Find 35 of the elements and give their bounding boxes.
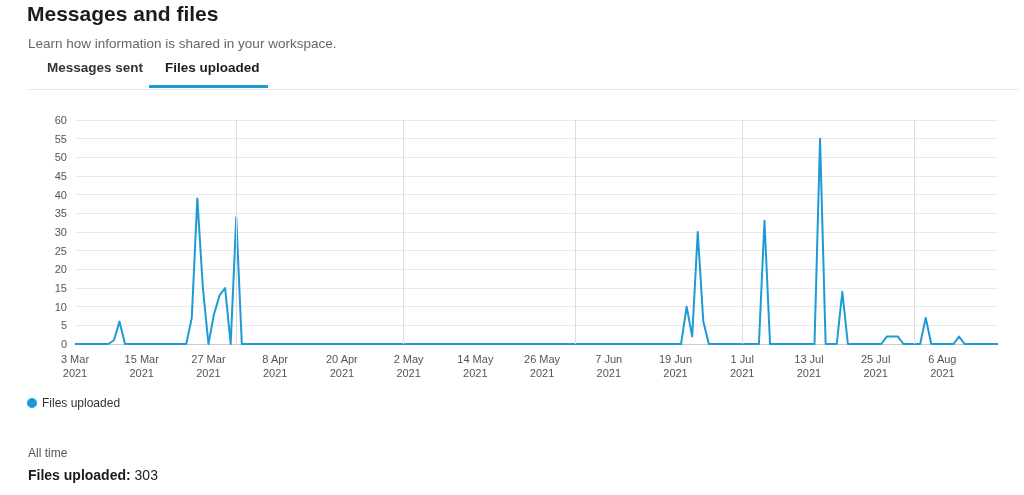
text: Files uploaded (165, 60, 260, 75)
chart-subtitle: Learn how information is shared in your workspace. (28, 36, 337, 51)
text: Files uploaded: 303 (28, 467, 158, 483)
y-tick-label: 60 (54, 114, 67, 126)
x-tick-label: 1 Jul 2021 (729, 353, 755, 379)
x-tick-label: 13 Jul 2021 (794, 353, 824, 379)
text: All time (28, 446, 68, 460)
x-tick-label: 26 May 2021 (524, 353, 561, 379)
x-tick-label: 19 Jun 2021 (658, 353, 693, 379)
y-tick-label: 45 (54, 170, 67, 182)
y-tick-label: 50 (54, 151, 67, 164)
y-tick-label: 15 (54, 282, 67, 294)
line-series (74, 137, 999, 345)
x-tick-label: 25 Jul 2021 (860, 353, 891, 379)
x-tick-label: 3 Mar 2021 (60, 353, 90, 379)
x-tick-label: 2 May 2021 (393, 353, 425, 379)
y-tick-label: 10 (54, 300, 67, 313)
y-tick-label: 30 (54, 226, 67, 238)
x-tick-label: 14 May 2021 (457, 353, 494, 379)
y-tick-label: 35 (54, 207, 67, 220)
x-tick-label: 6 Aug 2021 (928, 353, 957, 379)
y-tick-label: 0 (60, 338, 67, 350)
x-tick-label: 7 Jun 2021 (595, 353, 623, 379)
chart-title: Messages and files (27, 2, 219, 26)
y-tick-label: 25 (54, 244, 67, 257)
x-tick-label: 8 Apr 2021 (262, 353, 289, 379)
x-tick-label: 27 Mar 2021 (191, 353, 226, 379)
y-tick-label: 5 (60, 319, 67, 332)
x-tick-label: 20 Apr 2021 (325, 353, 359, 379)
y-tick-label: 40 (54, 188, 67, 201)
legend-label: Files uploaded (42, 396, 121, 410)
text: Messages sent (47, 60, 144, 75)
y-tick-label: 20 (54, 263, 67, 276)
x-tick-label: 15 Mar 2021 (124, 353, 160, 379)
y-tick-label: 55 (54, 132, 67, 145)
